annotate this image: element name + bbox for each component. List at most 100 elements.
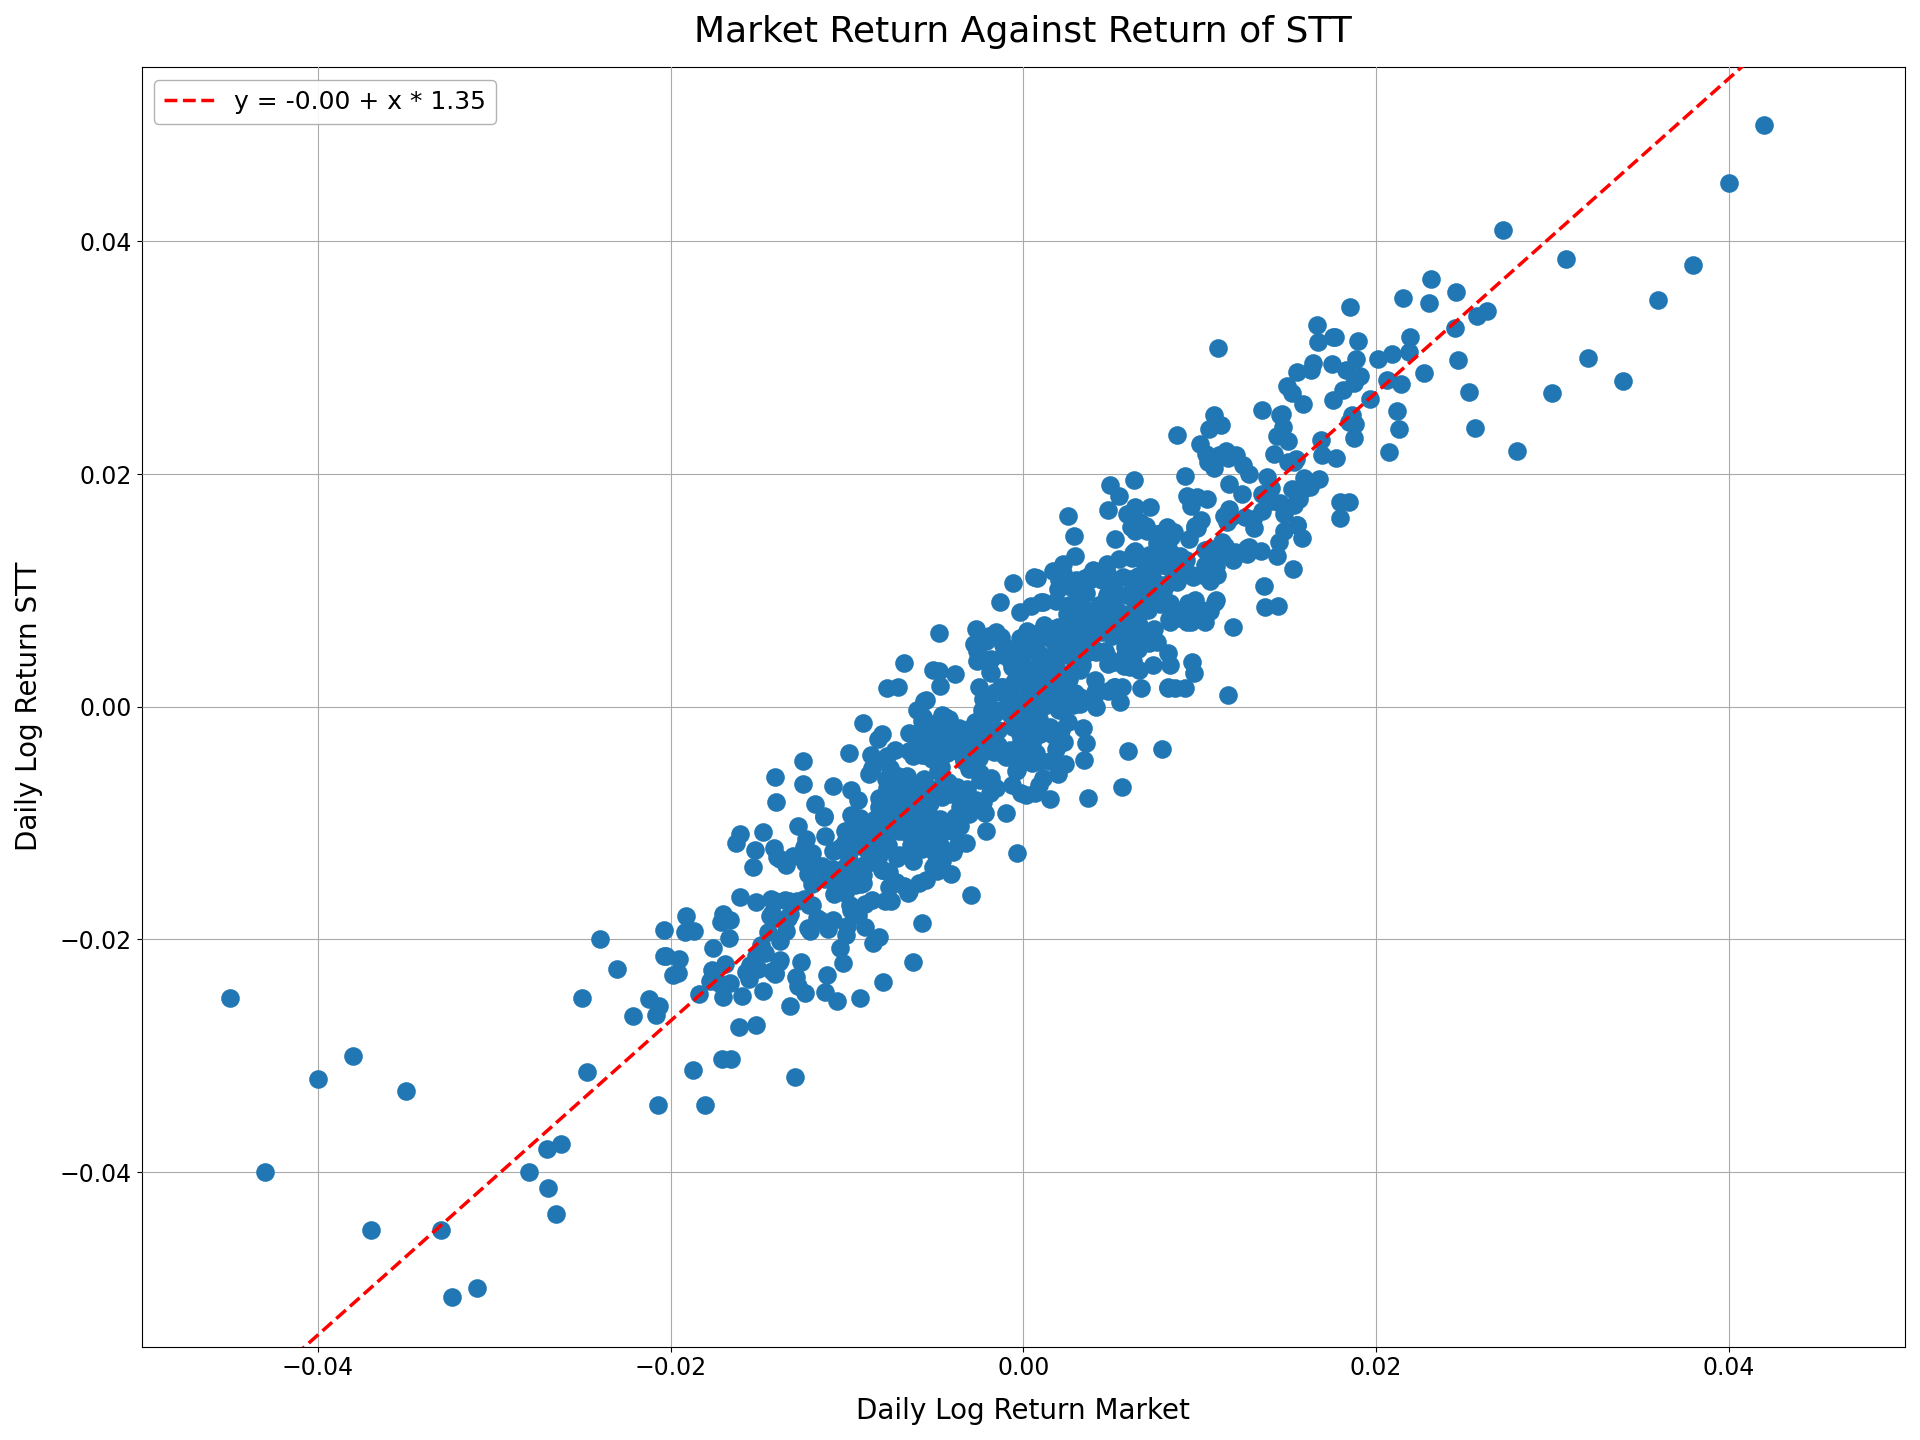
Point: [950, 778, 981, 801]
Point: [1050, 665, 1081, 688]
Point: [979, 701, 1010, 724]
Point: [1271, 374, 1302, 397]
Point: [1327, 379, 1357, 402]
Point: [1140, 531, 1171, 554]
Point: [1104, 484, 1135, 507]
Point: [908, 706, 939, 729]
Point: [1062, 615, 1092, 638]
Point: [883, 675, 914, 698]
Point: [743, 958, 774, 981]
Point: [1039, 618, 1069, 641]
Point: [1119, 540, 1150, 563]
Point: [1020, 696, 1050, 719]
Point: [856, 822, 887, 845]
Point: [970, 802, 1000, 825]
Point: [906, 824, 937, 847]
Point: [436, 1284, 467, 1308]
Point: [1284, 488, 1315, 511]
Point: [1148, 579, 1179, 602]
Point: [664, 948, 695, 971]
Point: [922, 850, 952, 873]
Point: [983, 719, 1014, 742]
Point: [755, 904, 785, 927]
Point: [1409, 361, 1440, 384]
Point: [1098, 651, 1129, 674]
Point: [756, 959, 787, 982]
Point: [1213, 507, 1244, 530]
Point: [1029, 613, 1060, 636]
Point: [697, 958, 728, 981]
Point: [922, 713, 952, 736]
Point: [835, 899, 866, 922]
Point: [603, 958, 634, 981]
Point: [1501, 439, 1532, 462]
Point: [634, 988, 664, 1011]
Point: [1162, 423, 1192, 446]
Point: [1644, 288, 1674, 311]
Point: [851, 838, 881, 861]
Point: [956, 716, 987, 739]
Point: [1200, 590, 1231, 613]
Point: [1164, 600, 1194, 624]
Point: [1162, 606, 1192, 629]
Point: [1152, 540, 1183, 563]
Point: [845, 986, 876, 1009]
Point: [1037, 723, 1068, 746]
Point: [979, 698, 1010, 721]
Point: [1248, 575, 1279, 598]
Point: [1133, 598, 1164, 621]
Point: [793, 916, 824, 939]
Point: [1056, 576, 1087, 599]
Point: [1171, 549, 1202, 572]
Point: [1325, 490, 1356, 513]
Point: [735, 953, 766, 976]
Point: [741, 1012, 772, 1035]
Point: [828, 952, 858, 975]
Point: [1267, 415, 1298, 438]
Point: [906, 786, 937, 809]
Point: [1131, 514, 1162, 537]
Point: [1023, 664, 1054, 687]
Point: [1116, 580, 1146, 603]
Point: [972, 693, 1002, 716]
Point: [1179, 596, 1210, 619]
Point: [818, 775, 849, 798]
Point: [1140, 553, 1171, 576]
Point: [1117, 649, 1148, 672]
Point: [250, 1161, 280, 1184]
Point: [897, 744, 927, 768]
Point: [1016, 707, 1046, 730]
Point: [1100, 582, 1131, 605]
Point: [1046, 619, 1077, 642]
Point: [1004, 696, 1035, 719]
Point: [1021, 716, 1052, 739]
Point: [708, 903, 739, 926]
Point: [1091, 553, 1121, 576]
Point: [1056, 602, 1087, 625]
Point: [1386, 373, 1417, 396]
Point: [948, 747, 979, 770]
Point: [847, 860, 877, 883]
Point: [1246, 540, 1277, 563]
Point: [1012, 628, 1043, 651]
Point: [1119, 517, 1150, 540]
Point: [968, 791, 998, 814]
Point: [1331, 359, 1361, 382]
Point: [883, 806, 914, 829]
Point: [996, 773, 1027, 796]
Point: [820, 861, 851, 884]
Point: [933, 707, 964, 730]
Point: [1068, 609, 1098, 632]
Point: [1169, 464, 1200, 487]
Point: [1077, 559, 1108, 582]
Point: [1173, 527, 1204, 550]
Point: [1388, 287, 1419, 310]
Point: [1091, 583, 1121, 606]
Point: [856, 756, 887, 779]
Point: [532, 1176, 563, 1200]
Point: [906, 708, 937, 732]
Point: [1110, 644, 1140, 667]
Point: [1146, 737, 1177, 760]
Point: [1208, 504, 1238, 527]
Point: [1342, 330, 1373, 353]
